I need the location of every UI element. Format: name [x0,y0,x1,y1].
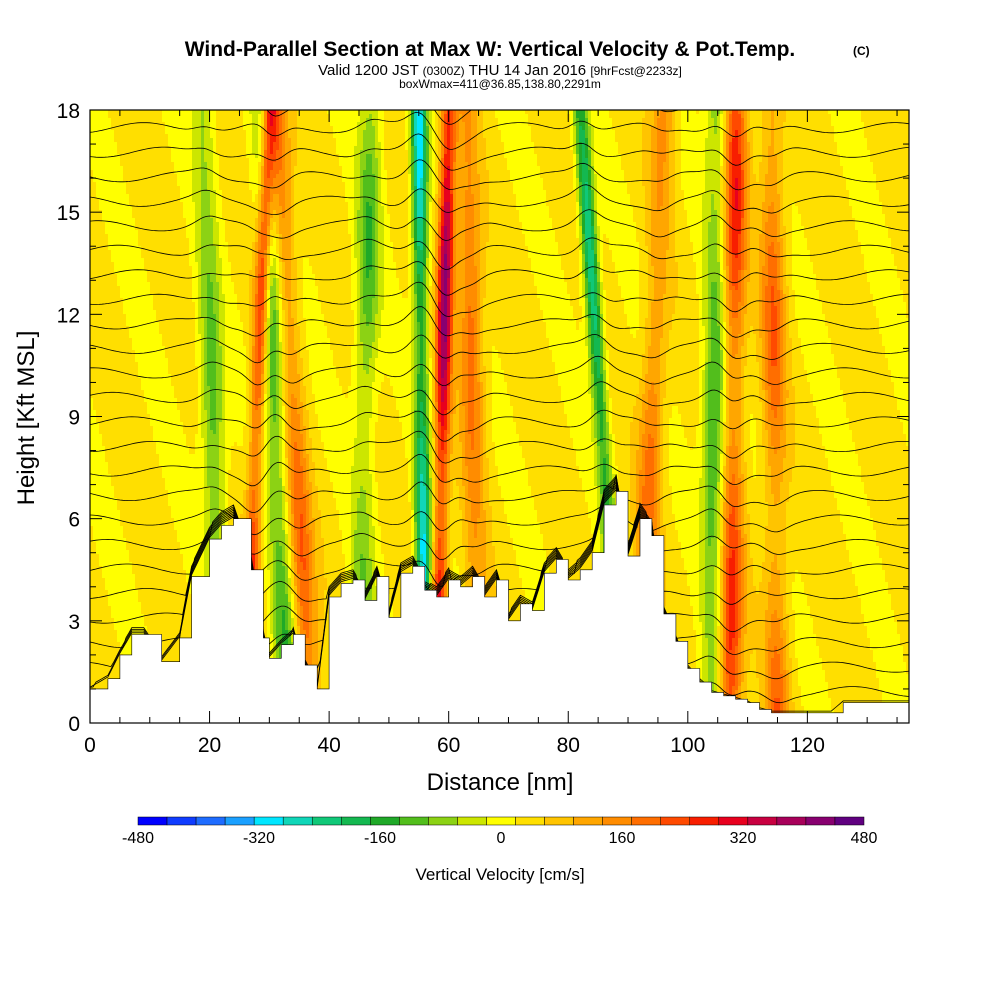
vertical-section-chart: Wind-Parallel Section at Max W: Vertical… [0,0,1000,1000]
chart-subtitle-box: boxWmax=411@36.85,138.80,2291m [399,77,601,91]
copyright-mark: (C) [853,44,870,58]
chart-title: Wind-Parallel Section at Max W: Vertical… [185,38,796,61]
